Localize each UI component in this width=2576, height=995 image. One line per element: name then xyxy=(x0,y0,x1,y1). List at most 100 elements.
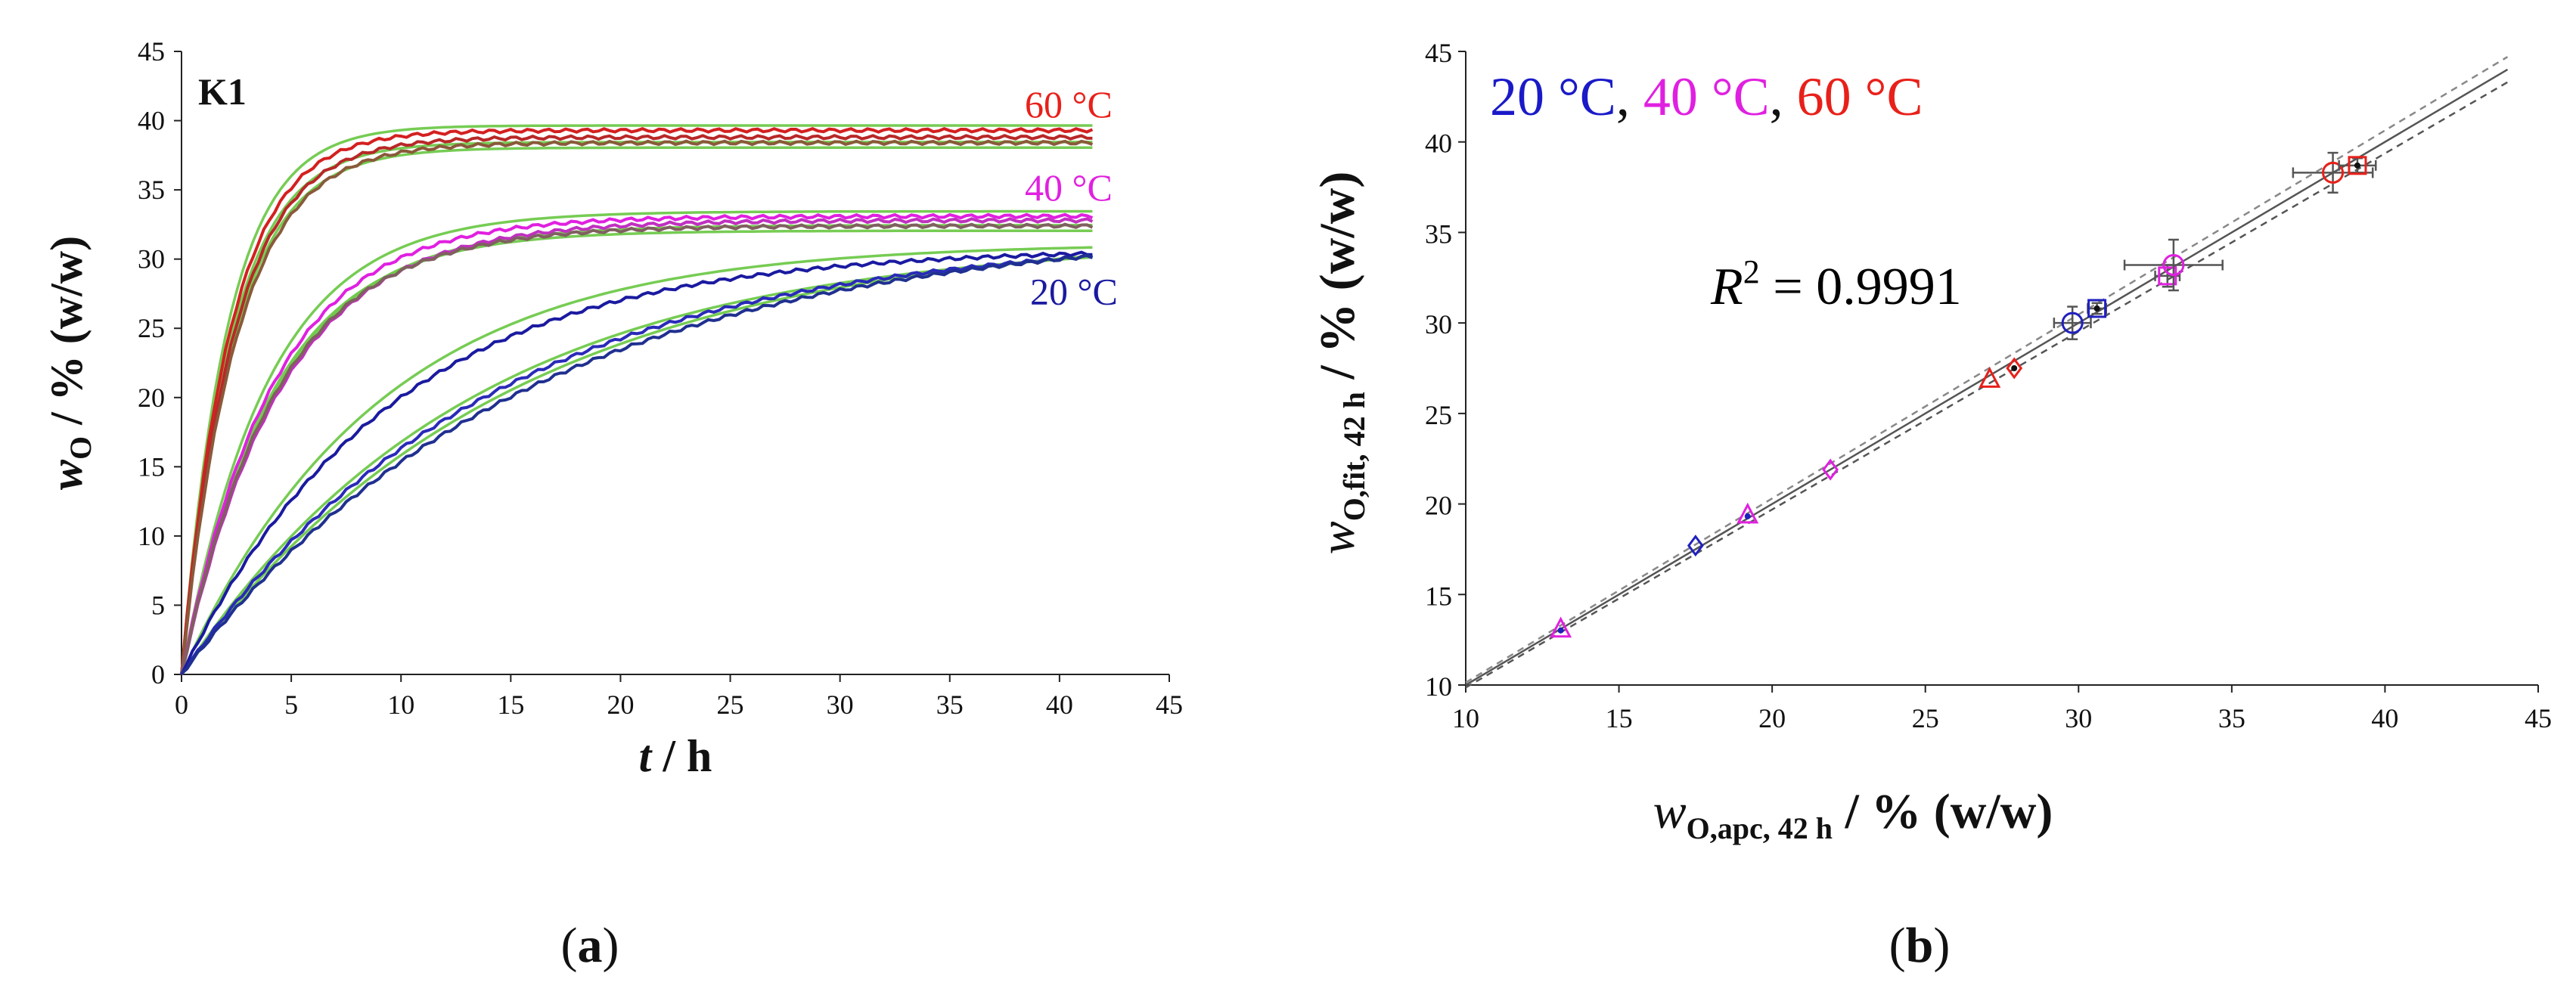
panel-b-axes xyxy=(1465,51,2538,686)
a-y-tick-label: 10 xyxy=(138,521,165,551)
marker-inner-dot xyxy=(2354,162,2360,169)
circle-marker xyxy=(2322,161,2345,184)
data-point-5 xyxy=(1979,367,2001,388)
temperature-label-40: 40 °C xyxy=(1025,166,1113,209)
a-fit-curve-1 xyxy=(180,124,1093,675)
marker-inner-dot xyxy=(1744,513,1751,519)
panel-a-label: K1 xyxy=(198,70,247,113)
panel-b-chart: 10 15 20 25 30 35 40 45 10 15 20 25 30 35 40 45 20 °C,… xyxy=(1310,38,2552,845)
a-fit-curve-6 xyxy=(180,229,1093,675)
legend-60c: 60 °C xyxy=(1797,67,1923,127)
marker-inner-dot xyxy=(2011,365,2018,371)
a-y-tick-label: 45 xyxy=(138,36,165,67)
a-y-tick-label: 25 xyxy=(138,313,165,343)
b-x-tick-label: 35 xyxy=(2218,703,2245,733)
r-squared-annotation: R2 = 0.9991 xyxy=(1710,253,1962,316)
a-data-curve-4 xyxy=(180,212,1094,675)
b-y-tick-label: 30 xyxy=(1425,309,1452,339)
a-x-tick-label: 5 xyxy=(284,690,298,720)
panel-a-axes xyxy=(181,51,1169,675)
a-fit-curve-5 xyxy=(180,224,1093,675)
caption-a: (a) xyxy=(561,918,619,973)
temperature-label-20: 20 °C xyxy=(1030,270,1118,312)
triangle-marker xyxy=(1736,502,1759,524)
panel-b-regression-lines xyxy=(1465,56,2509,689)
a-x-tick-label: 15 xyxy=(497,690,524,720)
panel-b-x-axis-label: wO,apc, 42 h / % (w/w) xyxy=(1653,784,2053,845)
caption-b: (b) xyxy=(1889,918,1951,973)
circle-marker xyxy=(2061,312,2084,334)
a-fit-curve-7 xyxy=(180,246,1093,675)
panel-b-points xyxy=(1550,151,2377,638)
panel-b-legend: 20 °C, 40 °C, 60 °C xyxy=(1490,67,1923,127)
b-x-tick-label: 30 xyxy=(2065,703,2092,733)
data-point-10 xyxy=(2123,238,2224,292)
panel-a-x-axis-label: t / h xyxy=(639,731,712,781)
data-point-12 xyxy=(2338,156,2377,175)
square-marker xyxy=(2158,266,2177,286)
a-x-tick-label: 30 xyxy=(827,690,854,720)
a-data-curve-1 xyxy=(180,127,1094,675)
a-y-tick-label: 40 xyxy=(138,106,165,136)
panel-a-chart: 0 5 10 15 20 25 30 35 40 45 0 5 10 15 20 25 30 35 40 45 K1… xyxy=(42,36,1183,781)
a-x-tick-label: 0 xyxy=(175,690,188,720)
triangle-marker xyxy=(1550,616,1572,638)
a-x-tick-label: 40 xyxy=(1046,690,1073,720)
legend-sep-2: , xyxy=(1770,67,1797,127)
data-point-8 xyxy=(2087,299,2107,318)
a-data-curve-9 xyxy=(180,253,1094,675)
legend-20c: 20 °C xyxy=(1490,67,1616,127)
triangle-marker xyxy=(1979,367,2001,388)
panel-a-fit-curves xyxy=(180,124,1093,676)
square-marker xyxy=(2348,156,2367,175)
marker-inner-dot xyxy=(2093,305,2100,312)
diamond-marker xyxy=(2006,357,2023,380)
panel-a-data-curves xyxy=(180,127,1094,675)
b-x-tick-label: 40 xyxy=(2371,703,2398,733)
b-x-tick-label: 15 xyxy=(1606,703,1633,733)
a-y-tick-label: 35 xyxy=(138,175,165,205)
b-x-tick-label: 10 xyxy=(1452,703,1479,733)
legend-sep-1: , xyxy=(1616,67,1643,127)
a-x-tick-label: 45 xyxy=(1156,690,1183,720)
a-x-tick-label: 35 xyxy=(936,690,964,720)
data-point-1 xyxy=(1550,616,1572,638)
a-data-curve-7 xyxy=(180,250,1093,675)
data-point-9 xyxy=(2154,264,2181,288)
upper-band-line xyxy=(1465,56,2509,683)
b-y-tick-label: 10 xyxy=(1425,671,1452,702)
b-x-tick-label: 20 xyxy=(1758,703,1786,733)
circle-marker xyxy=(2162,254,2185,277)
b-y-tick-label: 35 xyxy=(1425,219,1452,249)
a-x-tick-label: 25 xyxy=(717,690,744,720)
temperature-label-60: 60 °C xyxy=(1025,83,1113,126)
b-x-tick-label: 45 xyxy=(2525,703,2552,733)
b-x-tick-label: 25 xyxy=(1912,703,1939,733)
legend-40c: 40 °C xyxy=(1643,67,1770,127)
data-point-3 xyxy=(1736,502,1759,524)
a-y-tick-label: 30 xyxy=(138,244,165,274)
a-y-tick-label: 5 xyxy=(151,590,165,620)
panel-a-y-axis-label: wO / % (w/w) xyxy=(42,236,98,490)
a-data-curve-3 xyxy=(180,139,1094,675)
a-data-curve-2 xyxy=(180,134,1093,675)
data-point-2 xyxy=(1687,535,1704,557)
a-x-tick-label: 10 xyxy=(387,690,414,720)
data-point-7 xyxy=(2053,305,2092,340)
a-y-tick-label: 20 xyxy=(138,383,165,413)
b-y-tick-label: 45 xyxy=(1425,38,1452,68)
data-point-4 xyxy=(1822,458,1839,481)
a-fit-curve-4 xyxy=(180,209,1093,675)
b-y-tick-label: 20 xyxy=(1425,491,1452,521)
a-y-tick-label: 0 xyxy=(151,659,165,690)
a-data-curve-5 xyxy=(180,217,1094,674)
diamond-marker xyxy=(1687,535,1704,557)
a-y-tick-label: 15 xyxy=(138,451,165,482)
square-marker xyxy=(2087,299,2107,318)
a-x-tick-label: 20 xyxy=(607,690,634,720)
b-y-tick-label: 25 xyxy=(1425,400,1452,430)
a-data-curve-8 xyxy=(180,254,1094,675)
panel-b-y-axis-label: wO,fit, 42 h / % (w/w) xyxy=(1310,172,1371,555)
data-point-6 xyxy=(2006,357,2023,380)
